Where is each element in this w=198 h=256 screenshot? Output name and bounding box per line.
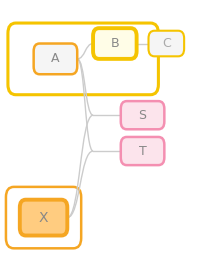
FancyBboxPatch shape	[121, 101, 164, 129]
FancyBboxPatch shape	[8, 23, 158, 95]
Text: T: T	[139, 145, 147, 157]
FancyBboxPatch shape	[34, 44, 77, 74]
Text: S: S	[139, 109, 147, 122]
Text: X: X	[39, 211, 48, 225]
FancyBboxPatch shape	[148, 31, 184, 56]
FancyBboxPatch shape	[6, 187, 81, 248]
Text: B: B	[110, 37, 119, 50]
Text: C: C	[162, 37, 171, 50]
FancyBboxPatch shape	[20, 200, 67, 236]
FancyBboxPatch shape	[121, 137, 164, 165]
FancyBboxPatch shape	[93, 28, 137, 59]
Text: A: A	[51, 52, 60, 65]
